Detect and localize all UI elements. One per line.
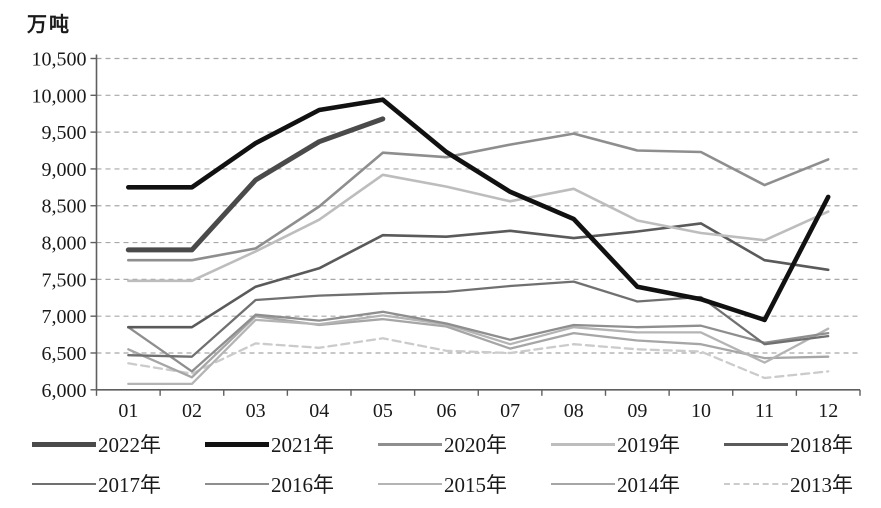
legend-item-2022年: 2022年 bbox=[32, 429, 205, 459]
legend-item-2019年: 2019年 bbox=[551, 429, 724, 459]
line-chart: 万吨 10,500 10,000 9,500 9,000 8,500 8,000 7,500… bbox=[27, 14, 861, 422]
series-line-2014年 bbox=[127, 315, 830, 379]
x-tick-label: 09 bbox=[627, 400, 647, 422]
y-tick-label: 10,000 bbox=[32, 85, 87, 107]
legend-label: 2015年 bbox=[444, 473, 507, 497]
legend-item-2013年: 2013年 bbox=[724, 469, 881, 499]
legend-item-2020年: 2020年 bbox=[378, 429, 551, 459]
legend-label: 2017年 bbox=[98, 473, 161, 497]
chart-legend: 2022年 2021年 2020年 2019年 2018年 2017年 2016年 2015年… bbox=[0, 424, 881, 508]
legend-line-swatch bbox=[32, 441, 96, 447]
legend-item-2015年: 2015年 bbox=[378, 469, 551, 499]
y-tick-label: 9,500 bbox=[42, 122, 87, 144]
legend-label: 2020年 bbox=[444, 433, 507, 457]
chart-canvas: 10,500 10,000 9,500 9,000 8,500 8,000 7,500 7,0… bbox=[32, 49, 861, 422]
legend-label: 2018年 bbox=[790, 433, 853, 457]
legend-line-swatch bbox=[724, 442, 788, 446]
x-tick-label: 03 bbox=[246, 400, 266, 422]
y-tick-label: 7,000 bbox=[42, 306, 87, 328]
legend-item-2017年: 2017年 bbox=[32, 469, 205, 499]
legend-line-swatch bbox=[724, 483, 788, 485]
x-tick-label: 02 bbox=[182, 400, 202, 422]
legend-item-2021年: 2021年 bbox=[205, 429, 378, 459]
x-tick-label: 10 bbox=[691, 400, 711, 422]
legend-item-2016年: 2016年 bbox=[205, 469, 378, 499]
legend-row: 2022年 2021年 2020年 2019年 2018年 bbox=[0, 424, 881, 464]
x-tick-label: 11 bbox=[755, 400, 774, 422]
x-tick-label: 08 bbox=[564, 400, 584, 422]
legend-line-swatch bbox=[32, 483, 96, 485]
x-tick-label: 07 bbox=[500, 400, 520, 422]
series-line-2019年 bbox=[127, 173, 830, 283]
x-tick-label: 01 bbox=[118, 400, 138, 422]
series-line-2021年 bbox=[126, 97, 831, 323]
legend-item-2018年: 2018年 bbox=[724, 429, 881, 459]
y-tick-label: 6,500 bbox=[42, 343, 87, 365]
legend-line-swatch bbox=[378, 483, 442, 485]
legend-label: 2021年 bbox=[271, 433, 334, 457]
legend-label: 2016年 bbox=[271, 473, 334, 497]
y-tick-label: 8,000 bbox=[42, 233, 87, 255]
legend-line-swatch bbox=[205, 483, 269, 485]
legend-label: 2022年 bbox=[98, 433, 161, 457]
y-tick-label: 9,000 bbox=[42, 159, 87, 181]
series-line-2013年 bbox=[127, 337, 830, 380]
legend-item-2014年: 2014年 bbox=[551, 469, 724, 499]
legend-row: 2017年 2016年 2015年 2014年 2013年 bbox=[0, 464, 881, 504]
series-line-2016年 bbox=[127, 310, 830, 373]
legend-label: 2014年 bbox=[617, 473, 680, 497]
legend-line-swatch bbox=[378, 442, 442, 446]
y-tick-label: 6,000 bbox=[42, 380, 87, 402]
y-tick-label: 7,500 bbox=[42, 269, 87, 291]
series-line-2018年 bbox=[127, 222, 830, 329]
series-line-2020年 bbox=[127, 132, 830, 262]
y-tick-label: 10,500 bbox=[32, 49, 87, 71]
x-tick-label: 12 bbox=[818, 400, 838, 422]
x-tick-label: 06 bbox=[436, 400, 456, 422]
series-line-2017年 bbox=[127, 280, 830, 358]
legend-label: 2013年 bbox=[790, 473, 853, 497]
x-tick-label: 05 bbox=[373, 400, 393, 422]
y-tick-label: 8,500 bbox=[42, 196, 87, 218]
x-tick-label: 04 bbox=[309, 400, 329, 422]
legend-line-swatch bbox=[551, 442, 615, 446]
y-axis-unit-label: 万吨 bbox=[27, 14, 71, 36]
legend-line-swatch bbox=[551, 483, 615, 485]
legend-line-swatch bbox=[205, 441, 269, 447]
series-line-2015年 bbox=[127, 314, 830, 386]
series-line-2022年 bbox=[125, 116, 386, 253]
legend-label: 2019年 bbox=[617, 433, 680, 457]
